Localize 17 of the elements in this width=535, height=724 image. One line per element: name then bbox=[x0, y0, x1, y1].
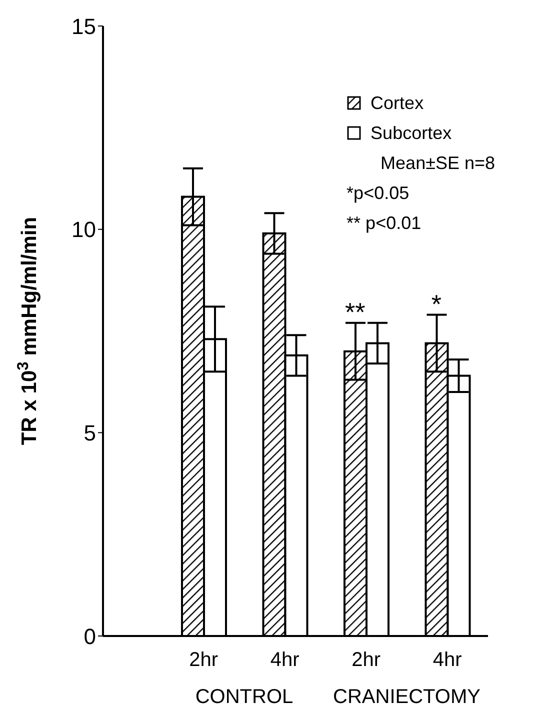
annotation: *p<0.05 bbox=[346, 182, 410, 205]
x-tick-label: 2hr bbox=[189, 649, 218, 672]
y-tick-label: 10 bbox=[72, 217, 96, 242]
legend-label: Cortex bbox=[370, 92, 424, 114]
x-tick-label: 4hr bbox=[432, 649, 462, 672]
legend-label: Subcortex bbox=[370, 122, 452, 144]
annotation: * bbox=[431, 288, 442, 320]
annotation: ** p<0.01 bbox=[346, 212, 422, 235]
x-tick-label: 4hr bbox=[270, 649, 300, 672]
y-tick-label: 15 bbox=[72, 14, 96, 39]
annotation: ** bbox=[345, 296, 366, 328]
y-tick-label: 0 bbox=[84, 624, 96, 649]
text: CRANIECTOMY bbox=[333, 686, 480, 709]
annotation: Mean±SE n=8 bbox=[380, 152, 495, 175]
y-tick-label: 5 bbox=[84, 420, 96, 446]
text: CONTROL bbox=[195, 686, 294, 709]
x-tick-label: 2hr bbox=[352, 649, 381, 672]
